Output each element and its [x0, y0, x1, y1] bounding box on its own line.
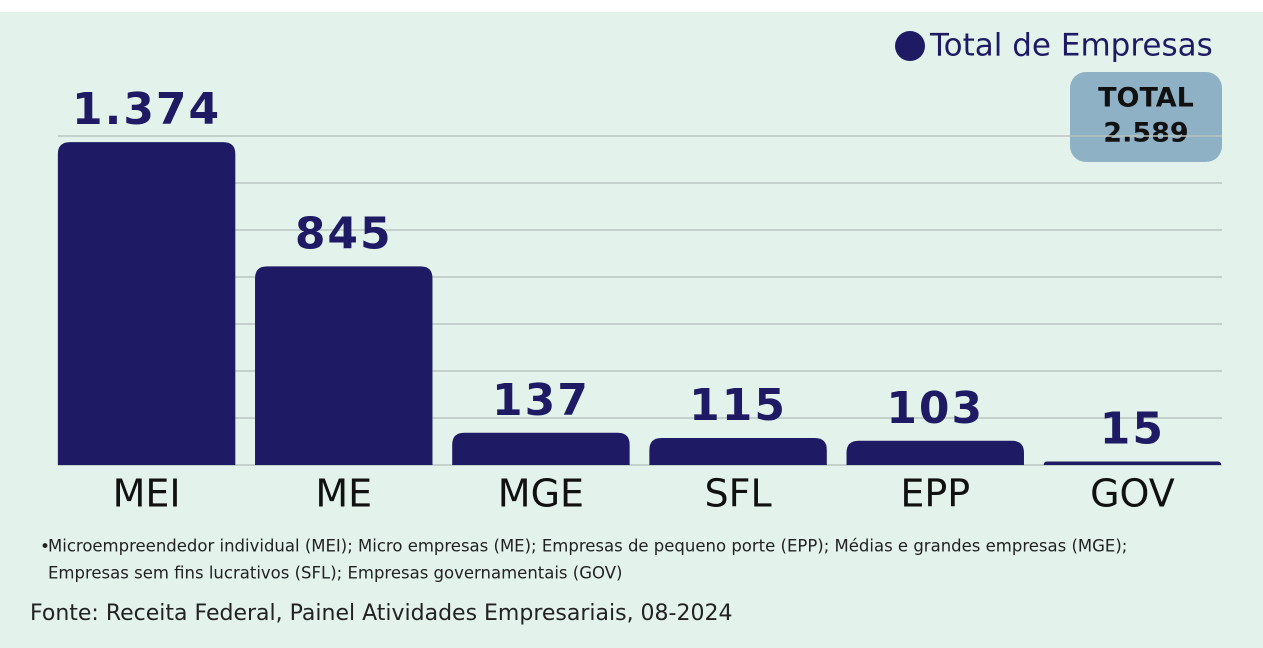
- bar: [846, 440, 1024, 465]
- legend-label: Total de Empresas: [929, 28, 1213, 64]
- bar: [57, 142, 236, 466]
- value-label: 1.374: [72, 84, 221, 135]
- total-label: TOTAL: [1098, 83, 1194, 114]
- bar: [1043, 461, 1222, 465]
- footnote: Microempreendedor individual (MEI); Micr…: [48, 537, 1127, 556]
- bar: [649, 437, 827, 465]
- footnote: Empresas sem fins lucrativos (SFL); Empr…: [48, 564, 622, 583]
- x-tick-label: EPP: [900, 472, 970, 516]
- footnote-bullet: •: [40, 537, 50, 557]
- source: Fonte: Receita Federal, Painel Atividade…: [30, 601, 732, 626]
- total-value: 2.589: [1103, 118, 1188, 149]
- legend-marker: [895, 31, 925, 61]
- value-label: 845: [295, 208, 393, 259]
- bar: [452, 432, 630, 465]
- x-tick-label: SFL: [705, 472, 772, 516]
- x-tick-label: MGE: [498, 472, 584, 516]
- bar: [255, 266, 433, 465]
- total-box: [1070, 72, 1222, 162]
- x-tick-label: MEI: [113, 472, 181, 516]
- value-label: 137: [492, 375, 590, 426]
- value-label: 115: [689, 380, 787, 431]
- x-tick-label: GOV: [1090, 472, 1175, 516]
- x-tick-label: ME: [315, 472, 372, 516]
- value-label: 15: [1100, 403, 1165, 454]
- value-label: 103: [886, 383, 984, 434]
